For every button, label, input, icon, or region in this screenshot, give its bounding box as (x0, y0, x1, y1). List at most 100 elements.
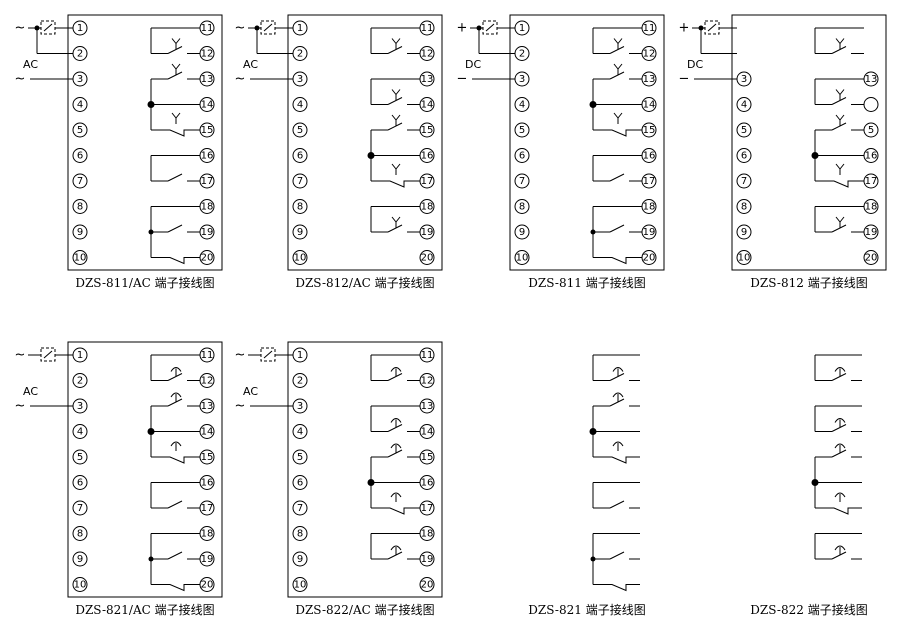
delay-symbol (612, 392, 624, 398)
no-contact-blade (609, 46, 625, 54)
fuse-switch-blade (707, 23, 717, 32)
terminal-label: 15 (201, 452, 214, 463)
terminal-label: 14 (421, 100, 434, 111)
terminal-right (419, 424, 435, 439)
no-contact-blade (831, 224, 847, 233)
no-contact-blade (831, 449, 847, 458)
terminal-left (292, 500, 308, 516)
terminal-label: 8 (519, 202, 525, 213)
terminal-right (641, 71, 657, 87)
terminal-right (419, 398, 435, 414)
terminal-label: 4 (741, 100, 747, 111)
delay-symbol (171, 38, 177, 44)
terminal-right (863, 122, 879, 138)
terminal-label: 11 (201, 350, 214, 361)
supply-symbol-top: ~ (15, 21, 26, 36)
junction-dot (147, 101, 155, 108)
terminal-left (292, 424, 308, 439)
terminal-label: 2 (297, 49, 303, 60)
supply-type-label: AC (243, 58, 258, 71)
terminal-label: 17 (643, 176, 656, 187)
no-contact-blade (387, 224, 403, 233)
terminal-label: 14 (643, 100, 656, 111)
terminal-right (199, 373, 215, 388)
terminal-label: 4 (77, 100, 83, 111)
terminal-label: 17 (201, 503, 214, 514)
terminal-label: 17 (865, 176, 878, 187)
terminal-left (72, 577, 88, 592)
diagram-caption: DZS-811 端子接线图 (528, 275, 645, 290)
nc-contact (593, 584, 640, 592)
terminal-label: 8 (297, 529, 303, 540)
junction-dot (148, 229, 154, 235)
panel-1: 1234567891011121314151617181920~AC~DZS-8… (235, 14, 443, 290)
delay-symbol (839, 38, 845, 44)
delay-symbol (613, 112, 619, 119)
terminal-label: 14 (201, 100, 214, 111)
terminal-label: 7 (519, 176, 525, 187)
nc-contact (151, 129, 200, 137)
nc-contact (371, 180, 420, 188)
terminal-left (736, 199, 752, 214)
supply-type-label: AC (23, 58, 38, 71)
supply-symbol-bottom: ~ (235, 72, 246, 87)
supply-symbol-top: + (679, 21, 690, 36)
terminal-right (419, 373, 435, 388)
terminal-label: 20 (421, 580, 434, 591)
terminal-left (736, 97, 752, 112)
terminal-label: 19 (201, 227, 214, 238)
delay-symbol (834, 367, 846, 372)
terminal-label: 16 (201, 151, 214, 162)
terminal-label: 15 (201, 125, 214, 136)
terminal-label: 2 (297, 376, 303, 387)
terminal-label: 8 (77, 202, 83, 213)
no-contact-blade (387, 449, 403, 458)
terminal-right (419, 46, 435, 61)
terminal-label: 19 (865, 227, 878, 238)
terminal-label: 1 (77, 350, 83, 361)
terminal-label: 15 (643, 125, 656, 136)
no-contact-blade (609, 500, 625, 509)
terminal-left (514, 97, 530, 112)
no-contact-blade (167, 71, 183, 80)
no-contact-blade (167, 46, 183, 54)
terminal-right (641, 173, 657, 189)
delay-symbol (839, 163, 845, 170)
terminal-label: 5 (77, 125, 83, 136)
terminal-left (72, 173, 88, 189)
terminal-right (199, 97, 215, 112)
diagram-caption: DZS-821/AC 端子接线图 (75, 602, 214, 617)
panel-0: 1234567891011121314151617181920~AC~DZS-8… (15, 14, 223, 290)
terminal-label: 2 (77, 376, 83, 387)
terminal-label: 7 (297, 176, 303, 187)
terminal-right (199, 577, 215, 592)
supply-symbol-top: ~ (15, 348, 26, 363)
no-contact-blade (387, 424, 403, 432)
terminal-label: 2 (519, 49, 525, 60)
terminal-right (419, 449, 435, 465)
terminal-left (72, 526, 88, 541)
terminal-right (863, 199, 879, 214)
terminal-right (199, 199, 215, 214)
terminal-left (736, 250, 752, 265)
terminal-right (863, 224, 879, 240)
terminal-right (419, 250, 435, 265)
terminal-label: 5 (519, 125, 525, 136)
terminal-label: 20 (643, 253, 656, 264)
terminal-left (514, 173, 530, 189)
terminal-right (199, 20, 215, 36)
terminal-left (292, 173, 308, 189)
delay-symbol (390, 443, 402, 449)
terminal-label: 11 (643, 23, 656, 34)
terminal-label: 8 (77, 529, 83, 540)
terminal-label: 6 (519, 151, 525, 162)
terminal-label: 7 (741, 176, 747, 187)
terminal-label: 17 (421, 176, 434, 187)
terminal-left (292, 199, 308, 214)
delay-symbol (835, 89, 841, 95)
relay-housing (287, 14, 443, 271)
delay-symbol (391, 89, 397, 95)
terminal-left (736, 148, 752, 163)
no-contact-blade (831, 424, 847, 432)
no-contact-blade (831, 551, 847, 560)
